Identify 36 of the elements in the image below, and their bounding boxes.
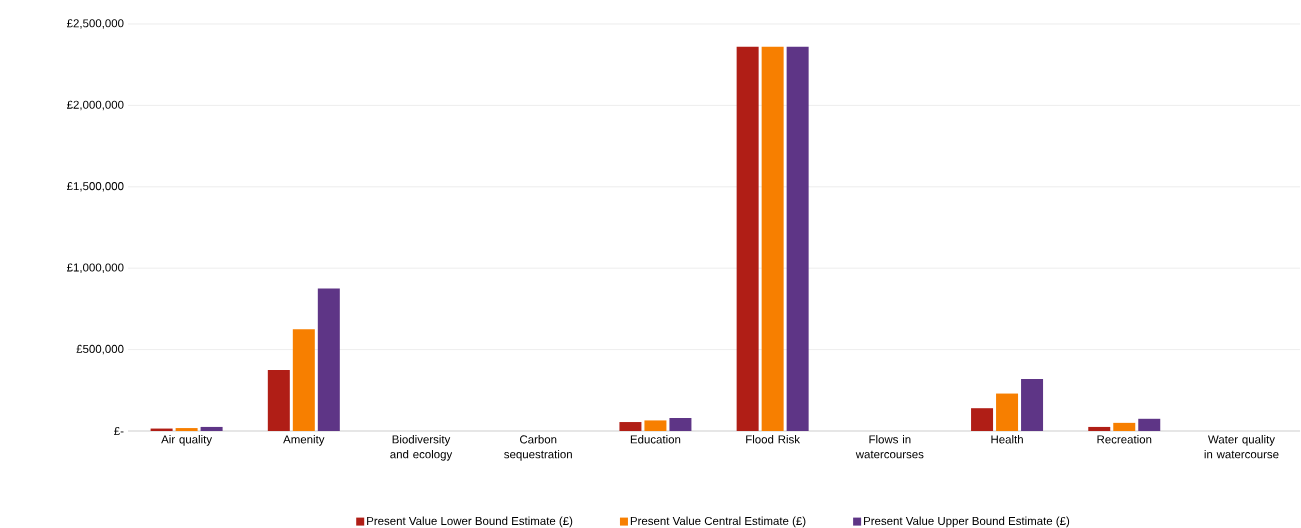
x-tick-label: Carbon sequestration (504, 435, 572, 461)
bar (175, 428, 198, 431)
legend-label: Present Value Central Estimate (£) (630, 516, 806, 528)
bar (292, 329, 315, 431)
x-tick-label: Flood Risk (746, 435, 801, 444)
bar (996, 393, 1019, 431)
x-tick-label: Health (991, 435, 1023, 444)
bar (644, 420, 667, 431)
x-tick-label: Biodiversity and ecology (390, 435, 453, 461)
bar (619, 422, 642, 431)
x-tick-label: Amenity (283, 435, 325, 446)
y-tick-label: £1,000,000 (66, 263, 124, 273)
y-tick-label: £2,000,000 (66, 100, 124, 111)
bar (971, 408, 994, 431)
legend-label: Present Value Lower Bound Estimate (£) (367, 516, 573, 528)
bar (267, 369, 290, 431)
bar (761, 46, 784, 431)
bar (1113, 422, 1136, 431)
bar (1088, 426, 1111, 431)
x-tick-label: Air quality (161, 435, 213, 446)
y-tick-label: £500,000 (76, 344, 124, 355)
bar (786, 46, 809, 431)
bar (736, 46, 759, 431)
legend-label: Present Value Upper Bound Estimate (£) (864, 516, 1070, 528)
bar (669, 417, 692, 431)
x-tick-label: Recreation (1097, 435, 1152, 444)
x-tick-label: Flows in watercourses (855, 435, 924, 459)
x-tick-label: Water quality in watercourse (1204, 435, 1279, 459)
y-tick-label: £1,500,000 (66, 182, 124, 192)
bar (1021, 378, 1044, 431)
y-tick-label: £2,500,000 (66, 19, 124, 29)
bar (317, 288, 340, 431)
y-tick-label: £- (114, 427, 124, 435)
bar (200, 426, 223, 431)
bar (1138, 418, 1161, 431)
x-tick-label: Education (630, 435, 681, 444)
